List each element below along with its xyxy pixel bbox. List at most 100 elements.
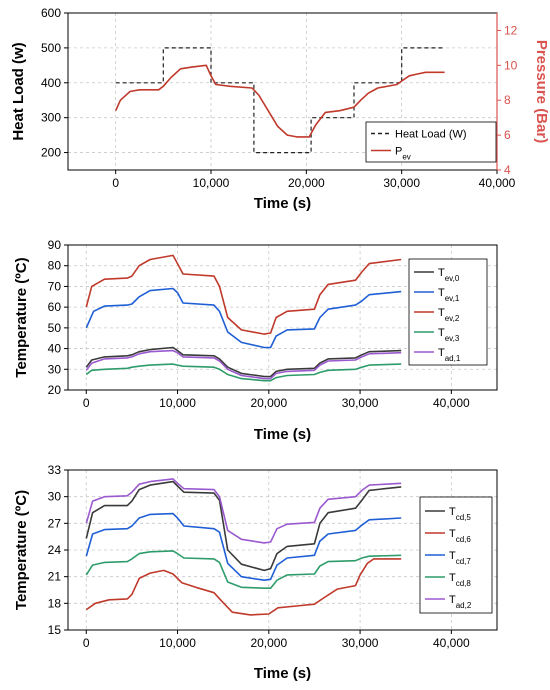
series-line-t-ev-1 (85, 287, 402, 349)
y-axis-label: Heat Load (w) (10, 42, 27, 140)
legend-label: Pev (395, 146, 411, 162)
x-tick-label: 20,000 (250, 396, 287, 410)
x-tick-label: 0 (83, 636, 90, 650)
y-tick-label: 27 (48, 516, 62, 530)
legend-label: Tcd,6 (449, 528, 471, 544)
y2-tick-label: 4 (504, 163, 511, 177)
x-tick-label: 40,000 (433, 636, 470, 650)
legend-label: Tev,3 (438, 327, 460, 343)
legend-label-sub: ev,3 (445, 334, 460, 343)
y-axis-label: Temperature (ºC) (13, 490, 30, 610)
legend-label-sub: ev,1 (445, 294, 460, 303)
y-tick-label: 24 (48, 543, 62, 557)
legend-label-sub: cd,6 (456, 535, 472, 544)
y-tick-label: 18 (48, 596, 62, 610)
x-tick-label: 0 (83, 396, 90, 410)
x-axis-label: Time (s) (254, 426, 311, 443)
legend-label: Tcd,5 (449, 506, 471, 522)
legend-label-main: T (449, 594, 456, 606)
y-tick-label: 33 (48, 463, 62, 477)
x-tick-label: 10,000 (159, 636, 196, 650)
legend-label-sub: cd,8 (456, 579, 472, 588)
legend-label: Tad,1 (438, 347, 461, 363)
plot-frame (67, 244, 498, 391)
series-line-t-cd-5 (85, 480, 402, 572)
y2-tick-label: 6 (504, 128, 511, 142)
x-tick-label: 20,000 (288, 176, 325, 190)
series-line-p-ev (114, 64, 445, 138)
legend: Heat Load (W) Pev (365, 121, 497, 163)
chart-2: 0 10,000 20,000 30,000 40,000 20 30 40 50 60 70 80 9… (13, 238, 498, 443)
y-tick-label: 60 (48, 300, 62, 314)
series-line-t-ev-2 (85, 254, 402, 335)
legend-label-main: T (438, 347, 445, 359)
x-tick-label: 40,000 (433, 396, 470, 410)
legend-label: Tcd,8 (449, 572, 471, 588)
legend-label-main: T (438, 307, 445, 319)
legend-label-main: Heat Load (W) (395, 129, 467, 141)
series-line-t-cd-7 (85, 512, 402, 582)
y-tick-label: 20 (48, 383, 62, 397)
y2-axis-label: Pressure (Bar) (533, 40, 550, 143)
x-tick-label: 10,000 (193, 176, 230, 190)
series-line-t-cd-8 (85, 550, 402, 590)
chart-1: 0 10,000 20,000 30,000 40,000 200 300 400 500 600… (10, 6, 550, 212)
legend-label-sub: cd,5 (456, 513, 472, 522)
x-axis-label: Time (s) (254, 665, 311, 682)
x-tick-label: 20,000 (250, 636, 287, 650)
legend-label: Tev,0 (438, 267, 460, 283)
series-line-t-cd-6 (85, 558, 402, 616)
legend-label-main: T (438, 327, 445, 339)
x-tick-label: 30,000 (383, 176, 420, 190)
series-line-t-ad-2 (85, 478, 402, 544)
y-tick-label: 600 (41, 6, 61, 20)
legend-label: Tcd,7 (449, 550, 471, 566)
x-tick-label: 40,000 (479, 176, 516, 190)
y-tick-label: 500 (41, 41, 61, 55)
legend-label-main: T (438, 287, 445, 299)
legend-label: Heat Load (W) (395, 129, 467, 141)
x-tick-label: 30,000 (342, 396, 379, 410)
y-tick-label: 21 (48, 570, 62, 584)
y2-tick-label: 10 (504, 58, 518, 72)
legend-box (365, 121, 497, 163)
series-line-t-ad-1 (85, 349, 402, 380)
legend-label-sub: ad,2 (456, 601, 472, 610)
y-tick-label: 15 (48, 623, 62, 637)
y-tick-label: 80 (48, 259, 62, 273)
x-tick-label: 10,000 (159, 396, 196, 410)
legend-label-main: T (449, 572, 456, 584)
legend-label: Tev,1 (438, 287, 460, 303)
y-tick-label: 70 (48, 279, 62, 293)
legend-label: Tad,2 (449, 594, 472, 610)
y-tick-label: 300 (41, 111, 61, 125)
y-tick-label: 50 (48, 321, 62, 335)
legend-label-main: P (395, 146, 402, 158)
legend-label-sub: ad,1 (445, 354, 461, 363)
x-tick-label: 0 (112, 176, 119, 190)
y-tick-label: 30 (48, 490, 62, 504)
legend-label-main: T (449, 528, 456, 540)
y2-tick-label: 12 (504, 23, 518, 37)
y-tick-label: 40 (48, 342, 62, 356)
x-tick-label: 30,000 (342, 636, 379, 650)
y2-tick-label: 8 (504, 93, 511, 107)
y-tick-label: 90 (48, 238, 62, 252)
legend-label-main: T (438, 267, 445, 279)
chart-3: 0 10,000 20,000 30,000 40,000 15 18 21 24 27 30 33 T… (13, 463, 498, 682)
legend-label-sub: ev,2 (445, 314, 460, 323)
legend-label-sub: ev (402, 152, 410, 161)
x-axis-label: Time (s) (254, 195, 311, 212)
y-axis-label: Temperature (ºC) (13, 257, 30, 377)
legend-label-sub: cd,7 (456, 557, 472, 566)
series-line-t-ev-3 (85, 363, 402, 382)
legend-label-sub: ev,0 (445, 274, 460, 283)
legend-label: Tev,2 (438, 307, 460, 323)
y-tick-label: 400 (41, 76, 61, 90)
y-tick-label: 30 (48, 362, 62, 376)
y-tick-label: 200 (41, 146, 61, 160)
legend-label-main: T (449, 550, 456, 562)
